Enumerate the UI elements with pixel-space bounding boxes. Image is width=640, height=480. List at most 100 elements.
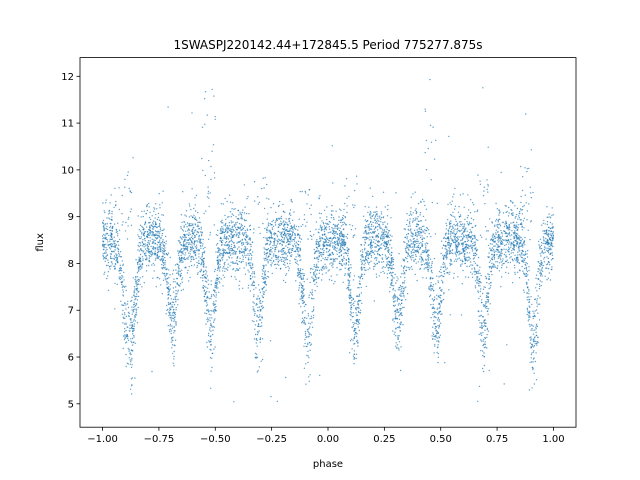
data-point [135,343,136,344]
data-point [381,248,382,249]
data-point [163,280,164,281]
data-point [485,306,486,307]
data-point [544,261,545,262]
data-point [153,220,154,221]
data-point [332,238,333,239]
data-point [106,226,107,227]
data-point [339,263,340,264]
data-point [341,254,342,255]
data-point [527,256,528,257]
data-point [336,241,337,242]
data-point [245,247,246,248]
data-point [308,297,309,298]
data-point [204,251,205,252]
data-point [193,259,194,260]
data-point [302,312,303,313]
data-point [281,259,282,260]
data-point [483,190,484,191]
data-point [425,111,426,112]
data-point [427,236,428,237]
data-point [207,196,208,197]
data-point [420,237,421,238]
data-point [474,211,475,212]
data-point [413,241,414,242]
data-point [522,229,523,230]
data-point [460,214,461,215]
data-point [103,274,104,275]
data-point [475,263,476,264]
data-point [292,229,293,230]
data-point [510,256,511,257]
data-point [508,225,509,226]
data-point [390,217,391,218]
data-point [103,256,104,257]
data-point [224,277,225,278]
data-point [410,231,411,232]
data-point [262,359,263,360]
data-point [538,342,539,343]
data-point [302,291,303,292]
data-point [115,257,116,258]
data-point [436,295,437,296]
data-point [213,348,214,349]
data-point [197,272,198,273]
data-point [338,243,339,244]
data-point [544,243,545,244]
data-point [546,250,547,251]
data-point [382,233,383,234]
data-point [409,246,410,247]
data-point [228,228,229,229]
data-point [531,352,532,353]
data-point [415,210,416,211]
data-point [194,237,195,238]
data-point [439,271,440,272]
data-point [107,254,108,255]
data-point [140,238,141,239]
data-point [219,255,220,256]
data-point [280,221,281,222]
data-point [105,223,106,224]
data-point [508,215,509,216]
data-point [487,329,488,330]
data-point [507,235,508,236]
data-point [413,220,414,221]
data-point [547,240,548,241]
data-point [159,207,160,208]
data-point [498,246,499,247]
data-point [492,257,493,258]
data-point [119,209,120,210]
data-point [266,198,267,199]
data-point [479,281,480,282]
data-point [201,259,202,260]
data-point [540,255,541,256]
data-point [194,232,195,233]
data-point [486,308,487,309]
data-point [508,212,509,213]
data-point [527,310,528,311]
data-point [437,319,438,320]
data-point [235,222,236,223]
data-point [208,160,209,161]
data-point [173,327,174,328]
data-point [524,244,525,245]
data-point [452,216,453,217]
data-point [404,287,405,288]
data-point [514,255,515,256]
data-point [361,267,362,268]
data-point [488,299,489,300]
data-point [367,260,368,261]
data-point [103,220,104,221]
data-point [341,264,342,265]
data-point [211,296,212,297]
data-point [110,265,111,266]
data-point [418,203,419,204]
data-point [107,265,108,266]
data-point [526,273,527,274]
data-point [129,330,130,331]
data-point [543,223,544,224]
data-point [494,267,495,268]
data-point [250,266,251,267]
data-point [336,248,337,249]
data-point [124,334,125,335]
data-point [168,289,169,290]
